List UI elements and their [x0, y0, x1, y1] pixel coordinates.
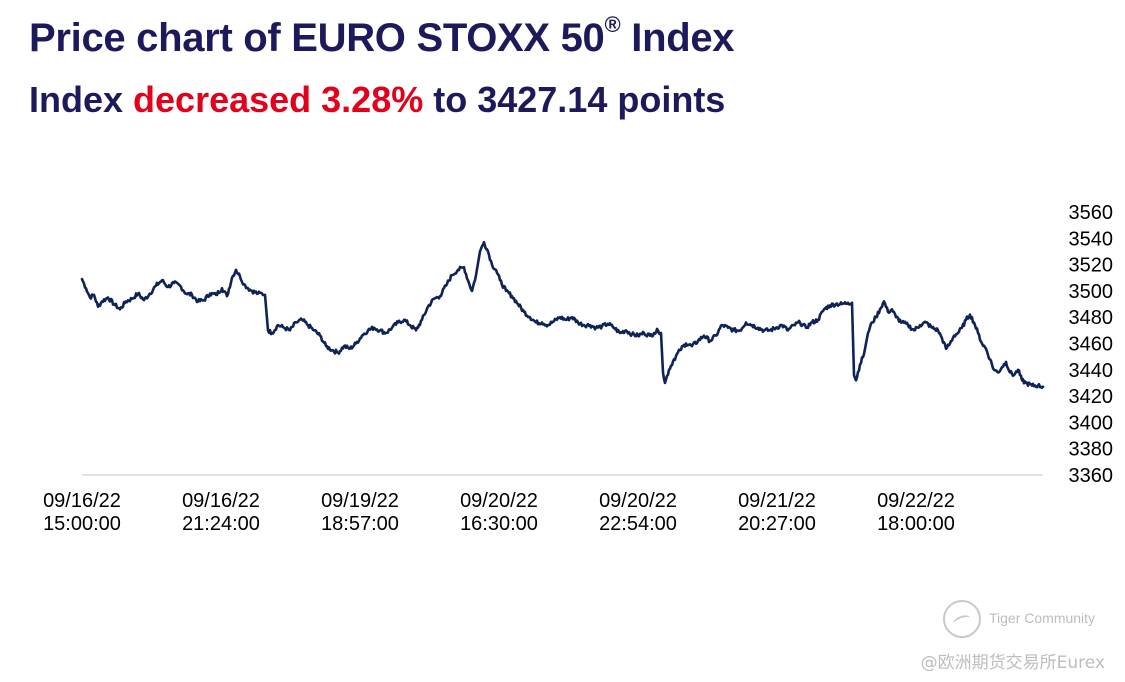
x-tick-label: 09/16/22 15:00:00	[43, 490, 121, 535]
subtitle-prefix: Index	[29, 79, 134, 120]
chart-title: Price chart of EURO STOXX 50® Index	[29, 12, 735, 61]
y-tick-label: 3480	[1069, 307, 1114, 329]
registered-mark: ®	[604, 12, 621, 37]
source-credit: @欧洲期货交易所Eurex	[920, 653, 1105, 673]
tiger-logo-icon	[943, 600, 981, 638]
y-tick-label: 3540	[1069, 228, 1114, 250]
x-tick-label: 09/19/22 18:57:00	[321, 490, 399, 535]
x-tick-label: 09/16/22 21:24:00	[182, 490, 260, 535]
x-tick-label: 09/22/22 18:00:00	[877, 490, 955, 535]
y-tick-label: 3440	[1069, 360, 1114, 382]
subtitle-suffix: to 3427.14 points	[423, 79, 726, 120]
x-tick-label: 09/20/22 16:30:00	[460, 490, 538, 535]
watermark: Tiger Community	[943, 600, 1113, 642]
y-tick-label: 3360	[1069, 465, 1114, 487]
x-tick-label: 09/20/22 22:54:00	[599, 490, 677, 535]
y-axis-ticks: 3560 3540 3520 3500 3480 3460 3440 3420 3400 3380…	[1069, 202, 1114, 487]
y-tick-label: 3520	[1069, 255, 1114, 277]
x-axis-ticks: 09/16/22 15:00:00 09/16/22 21:24:00 09/19/22…	[43, 490, 955, 535]
watermark-text: Tiger Community	[989, 610, 1096, 626]
y-tick-label: 3560	[1069, 202, 1114, 224]
y-tick-label: 3380	[1069, 439, 1114, 461]
y-tick-label: 3420	[1069, 386, 1114, 408]
price-series-line	[80, 240, 1045, 390]
y-tick-label: 3500	[1069, 281, 1114, 303]
y-tick-label: 3400	[1069, 412, 1114, 434]
y-tick-label: 3460	[1069, 334, 1114, 356]
title-suffix: Index	[620, 16, 735, 60]
subtitle-change: decreased 3.28%	[133, 79, 424, 120]
x-tick-label: 09/21/22 20:27:00	[738, 490, 816, 535]
title-text: Price chart of EURO STOXX 50	[29, 16, 605, 60]
chart-subtitle: Index decreased 3.28% to 3427.14 points	[29, 79, 725, 121]
